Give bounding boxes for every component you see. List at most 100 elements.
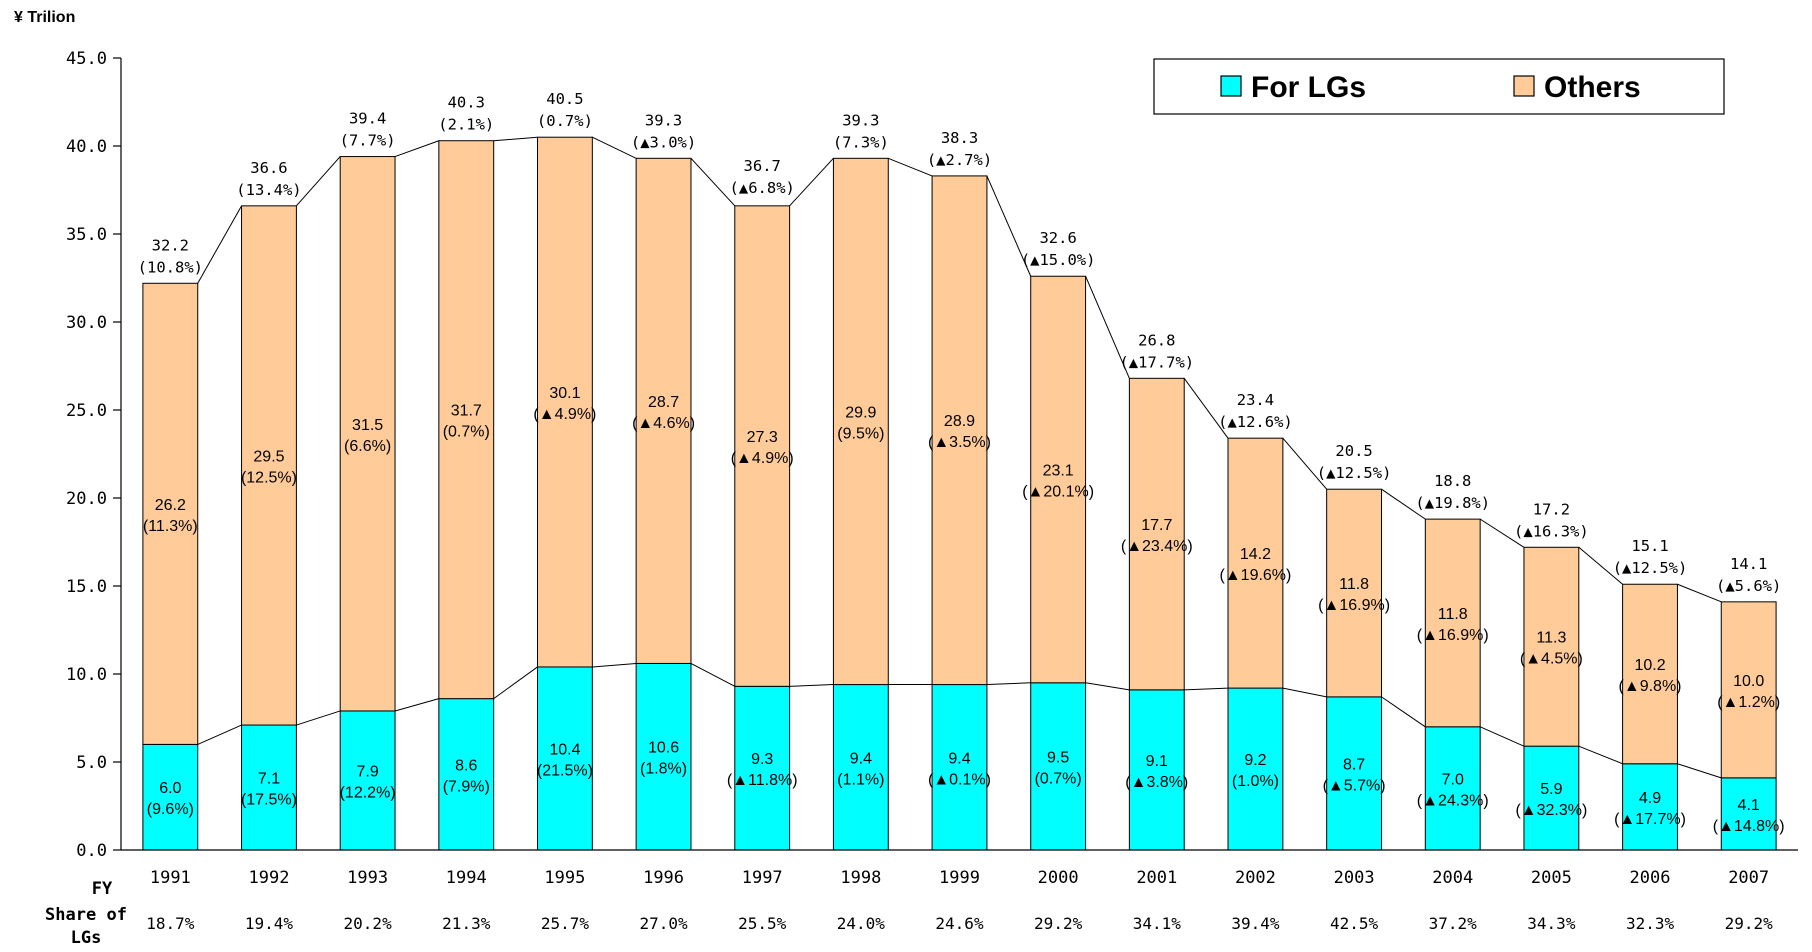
for-lgs-change-label: (1.1%) — [837, 771, 884, 788]
others-change-label: (▲4.9%) — [731, 450, 794, 467]
bar-for-lgs — [1030, 682, 1087, 851]
others-value-label: 10.2 — [1634, 657, 1665, 674]
share-of-lgs-value: 39.4% — [1231, 914, 1280, 933]
others-change-label: (▲19.6%) — [1220, 567, 1292, 584]
connector-total — [197, 205, 242, 284]
bar-others — [635, 157, 692, 664]
for-lgs-value-label: 9.3 — [751, 751, 773, 768]
others-value-label: 29.5 — [253, 448, 284, 465]
others-value-label: 14.2 — [1240, 546, 1271, 563]
connector-for-lgs — [1578, 745, 1623, 765]
total-change-label: (▲17.7%) — [1119, 353, 1194, 371]
bar-for-lgs — [1424, 726, 1481, 851]
bar-for-lgs — [339, 710, 396, 851]
x-tick-label: 2007 — [1728, 868, 1769, 888]
x-tick-label: 2003 — [1334, 868, 1375, 888]
for-lgs-value-label: 5.9 — [1540, 781, 1562, 798]
connector-for-lgs — [1677, 763, 1722, 779]
bar-others — [931, 175, 988, 686]
data-labels: 6.0 (9.6%) 26.2 (11.3%) 32.2 (10.8%) 7.1 (17.5%… — [138, 90, 1785, 835]
for-lgs-change-label: (7.9%) — [443, 778, 490, 795]
total-change-label: (0.7%) — [537, 112, 593, 130]
for-lgs-change-label: (▲11.8%) — [727, 772, 798, 789]
x-tick-label: 1997 — [742, 868, 783, 888]
connector-for-lgs — [1282, 687, 1327, 698]
for-lgs-value-label: 9.5 — [1047, 749, 1069, 766]
total-value-label: 32.6 — [1039, 229, 1076, 247]
bar-others — [1523, 546, 1580, 747]
bar-others — [1720, 601, 1777, 779]
bar-for-lgs — [734, 685, 791, 851]
bar-others — [1227, 437, 1284, 689]
share-of-lgs-value: 25.5% — [738, 914, 787, 933]
for-lgs-value-label: 10.4 — [549, 741, 580, 758]
bar-others — [142, 282, 199, 745]
share-of-lgs-label: Share of LGs — [45, 905, 127, 948]
x-tick-label: 1996 — [643, 868, 684, 888]
others-value-label: 11.3 — [1536, 630, 1566, 647]
bar-others — [438, 140, 495, 700]
total-change-label: (13.4%) — [236, 181, 301, 199]
for-lgs-change-label: (17.5%) — [241, 792, 297, 809]
legend-swatch-for-lgs — [1220, 75, 1242, 97]
bar-others — [536, 136, 593, 668]
bar-others — [1424, 518, 1481, 728]
total-value-label: 14.1 — [1730, 555, 1767, 573]
connector-total — [1479, 518, 1525, 548]
x-tick-label: 1994 — [446, 868, 487, 888]
for-lgs-value-label: 9.1 — [1146, 753, 1168, 770]
share-of-lgs-value: 29.2% — [1725, 914, 1774, 933]
total-change-label: (▲6.8%) — [730, 179, 795, 197]
connector-for-lgs — [1479, 726, 1525, 747]
share-of-lgs-value: 27.0% — [639, 914, 688, 933]
others-value-label: 23.1 — [1043, 463, 1074, 480]
others-change-label: (▲9.8%) — [1619, 678, 1682, 695]
connector-total — [690, 157, 736, 207]
for-lgs-value-label: 4.1 — [1738, 797, 1760, 814]
x-axis-title: FY — [92, 879, 113, 899]
bar-others — [1128, 377, 1185, 691]
for-lgs-change-label: (1.8%) — [640, 761, 687, 778]
others-value-label: 31.7 — [451, 403, 482, 420]
bar-for-lgs — [1227, 687, 1284, 851]
for-lgs-change-label: (21.5%) — [537, 762, 593, 779]
bar-others — [1326, 488, 1383, 698]
others-value-label: 11.8 — [1438, 606, 1468, 623]
y-axis-unit-label: ¥ Trilion — [14, 9, 75, 26]
y-axis: 0.0 5.0 10.0 15.0 20.0 25.0 30.0 35.0 40.0 45.0 — [66, 49, 122, 861]
share-of-lgs-value: 29.2% — [1034, 914, 1083, 933]
connector-total — [592, 136, 637, 159]
bar-for-lgs — [635, 662, 692, 851]
legend-label-for-lgs: For LGs — [1251, 71, 1366, 104]
y-tick-label: 5.0 — [76, 753, 107, 773]
total-change-label: (▲12.5%) — [1613, 559, 1688, 577]
others-change-label: (▲23.4%) — [1121, 538, 1193, 555]
total-value-label: 40.5 — [546, 90, 583, 108]
connector-total — [1677, 583, 1722, 603]
y-tick-label: 20.0 — [66, 489, 107, 509]
connector-total — [1282, 437, 1328, 490]
for-lgs-change-label: (1.0%) — [1232, 773, 1279, 790]
connector-total — [986, 175, 1032, 277]
total-change-label: (▲15.0%) — [1021, 251, 1096, 269]
others-change-label: (▲3.5%) — [928, 434, 991, 451]
total-change-label: (7.7%) — [340, 132, 396, 150]
x-tick-label: 2000 — [1038, 868, 1079, 888]
connector-total — [493, 136, 538, 142]
y-tick-label: 35.0 — [66, 225, 107, 245]
bar-for-lgs — [931, 684, 988, 851]
total-value-label: 40.3 — [448, 94, 485, 112]
x-tick-label: 2002 — [1235, 868, 1276, 888]
bar-others — [734, 205, 791, 687]
others-value-label: 10.0 — [1733, 673, 1764, 690]
others-change-label: (▲4.5%) — [1520, 651, 1583, 668]
for-lgs-change-label: (▲3.8%) — [1125, 774, 1188, 791]
total-value-label: 20.5 — [1335, 442, 1372, 460]
share-of-lgs-value: 18.7% — [146, 914, 195, 933]
connector-for-lgs — [690, 662, 736, 687]
share-of-lgs-value: 19.4% — [245, 914, 294, 933]
total-change-label: (7.3%) — [833, 133, 889, 151]
for-lgs-value-label: 10.6 — [648, 740, 679, 757]
y-tick-label: 15.0 — [66, 577, 107, 597]
